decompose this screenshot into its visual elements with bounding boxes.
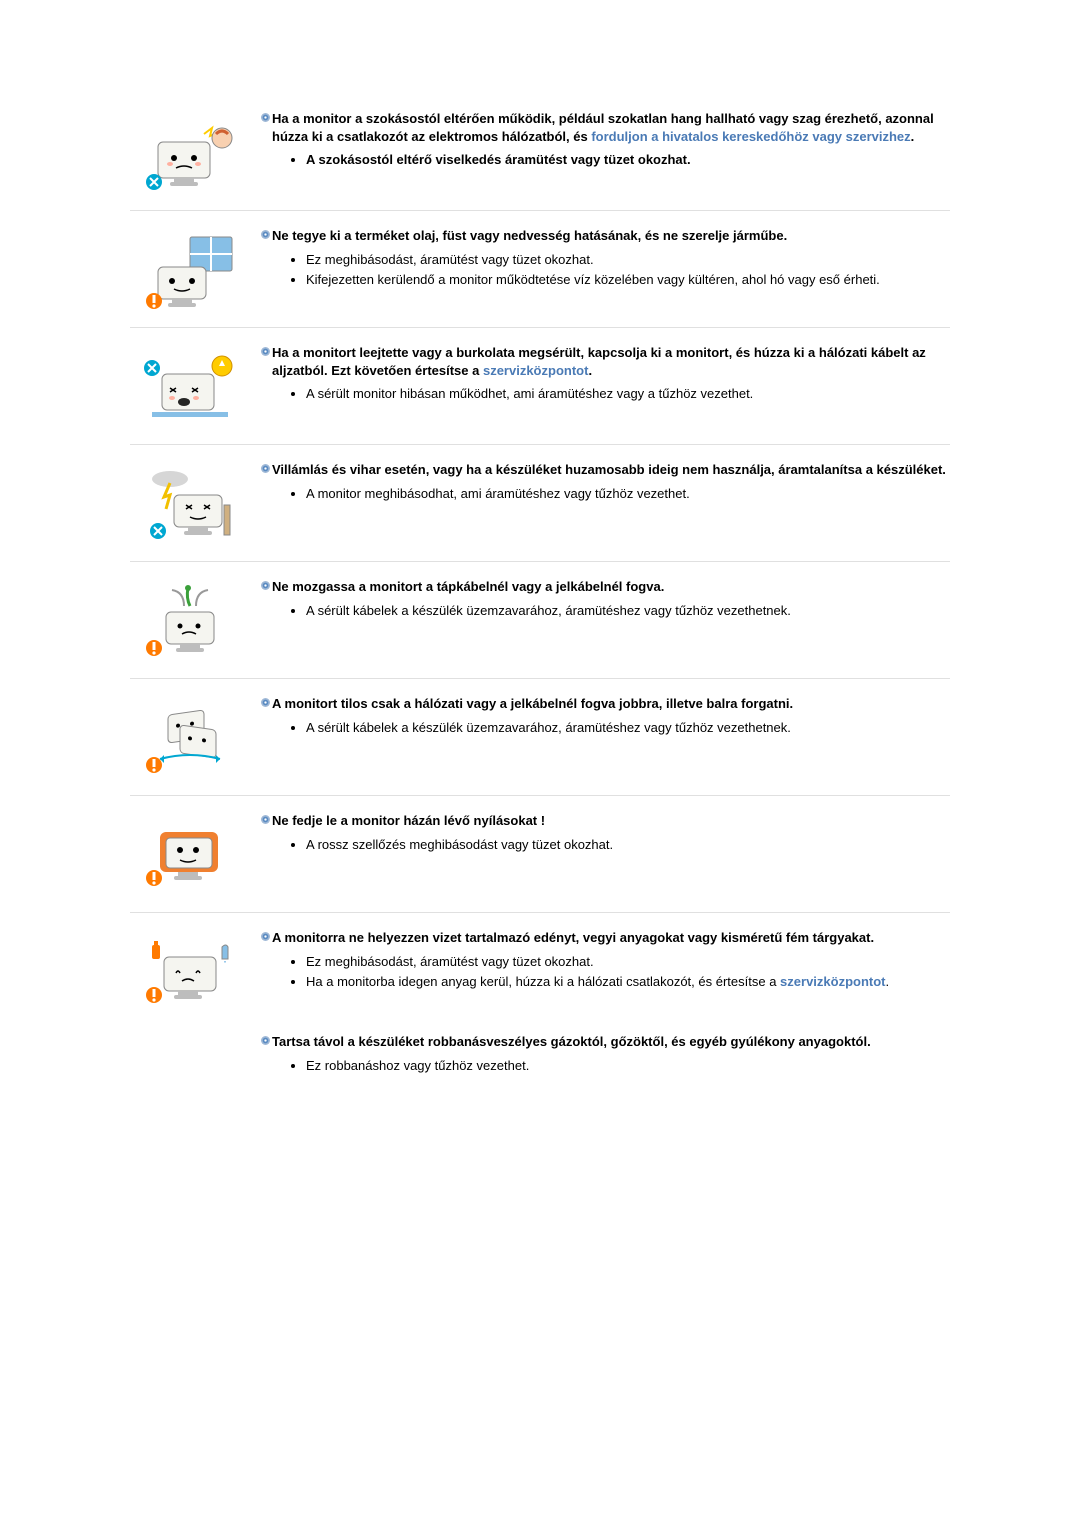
heading-row: Ne fedje le a monitor házán lévő nyíláso…	[258, 812, 950, 830]
illustration-rotate	[130, 695, 250, 779]
heading-text: A monitorra ne helyezzen vizet tartalmaz…	[272, 929, 950, 947]
page: Ha a monitor a szokásostól eltérően műkö…	[130, 0, 950, 1147]
service-link[interactable]: szervizközpontot	[483, 363, 588, 378]
illustration-storm	[130, 461, 250, 545]
heading-text: Ha a monitort leejtette vagy a burkolata…	[272, 344, 950, 379]
heading-text: Ne tegye ki a terméket olaj, füst vagy n…	[272, 227, 950, 245]
service-link[interactable]: szervizközpontot	[780, 974, 885, 989]
bullet-icon	[258, 1033, 272, 1045]
heading-row: Ha a monitor a szokásostól eltérően műkö…	[258, 110, 950, 145]
bullet-list: A rossz szellőzés meghibásodást vagy tüz…	[258, 836, 950, 854]
bullet-icon	[258, 227, 272, 239]
illustration-water	[130, 929, 250, 1013]
service-link[interactable]: forduljon a hivatalos kereskedőhöz vagy …	[591, 129, 910, 144]
heading-row: Villámlás és vihar esetén, vagy ha a kés…	[258, 461, 950, 479]
heading-text: Ha a monitor a szokásostól eltérően műkö…	[272, 110, 950, 145]
heading-text: Tartsa távol a készüléket robbanásveszél…	[272, 1033, 950, 1051]
list-item: Ez robbanáshoz vagy tűzhöz vezethet.	[306, 1057, 950, 1075]
heading-text: A monitort tilos csak a hálózati vagy a …	[272, 695, 950, 713]
list-item: A rossz szellőzés meghibásodást vagy tüz…	[306, 836, 950, 854]
divider	[130, 795, 950, 796]
list-item: A sérült kábelek a készülék üzemzavaráho…	[306, 602, 950, 620]
content-cable-carry: Ne mozgassa a monitort a tápkábelnél vag…	[250, 578, 950, 622]
bullet-list: A sérült kábelek a készülék üzemzavaráho…	[258, 602, 950, 620]
list-item: A sérült monitor hibásan működhet, ami á…	[306, 385, 950, 403]
bullet-list: Ez meghibásodást, áramütést vagy tüzet o…	[258, 953, 950, 991]
heading-row: Ha a monitort leejtette vagy a burkolata…	[258, 344, 950, 379]
list-item: Ha a monitorba idegen anyag kerül, húzza…	[306, 973, 950, 991]
heading-text: Ne fedje le a monitor házán lévő nyíláso…	[272, 812, 950, 830]
divider	[130, 561, 950, 562]
bullet-post: .	[886, 974, 890, 989]
bullet-list: A monitor meghibásodhat, ami áramütéshez…	[258, 485, 950, 503]
bullet-icon	[258, 695, 272, 707]
bullet-list: A sérült monitor hibásan működhet, ami á…	[258, 385, 950, 403]
content-water: A monitorra ne helyezzen vizet tartalmaz…	[250, 929, 950, 993]
section-oil: Ne tegye ki a terméket olaj, füst vagy n…	[130, 217, 950, 321]
bullet-icon	[258, 461, 272, 473]
section-flammable: Tartsa távol a készüléket robbanásveszél…	[130, 1023, 950, 1087]
content-dropped: Ha a monitort leejtette vagy a burkolata…	[250, 344, 950, 405]
divider	[130, 327, 950, 328]
divider	[130, 444, 950, 445]
heading-text: Villámlás és vihar esetén, vagy ha a kés…	[272, 461, 950, 479]
section-storm: Villámlás és vihar esetén, vagy ha a kés…	[130, 451, 950, 555]
section-dropped: Ha a monitort leejtette vagy a burkolata…	[130, 334, 950, 438]
illustration-vent	[130, 812, 250, 896]
section-unusual: Ha a monitor a szokásostól eltérően műkö…	[130, 100, 950, 204]
list-item: Ez meghibásodást, áramütést vagy tüzet o…	[306, 251, 950, 269]
heading-post: .	[588, 363, 592, 378]
bullet-icon	[258, 344, 272, 356]
illustration-dropped	[130, 344, 250, 428]
bullet-list: A szokásostól eltérő viselkedés áramütés…	[258, 151, 950, 169]
bullet-list: Ez meghibásodást, áramütést vagy tüzet o…	[258, 251, 950, 289]
heading-pre: Ha a monitort leejtette vagy a burkolata…	[272, 345, 926, 378]
heading-row: Ne tegye ki a terméket olaj, füst vagy n…	[258, 227, 950, 245]
divider	[130, 912, 950, 913]
divider	[130, 678, 950, 679]
bullet-icon	[258, 812, 272, 824]
section-cable-carry: Ne mozgassa a monitort a tápkábelnél vag…	[130, 568, 950, 672]
section-rotate: A monitort tilos csak a hálózati vagy a …	[130, 685, 950, 789]
divider	[130, 210, 950, 211]
heading-post: .	[911, 129, 915, 144]
bullet-list: A sérült kábelek a készülék üzemzavaráho…	[258, 719, 950, 737]
content-storm: Villámlás és vihar esetén, vagy ha a kés…	[250, 461, 950, 505]
illustration-unusual	[130, 110, 250, 194]
heading-row: A monitort tilos csak a hálózati vagy a …	[258, 695, 950, 713]
illustration-oil	[130, 227, 250, 311]
illustration-cable-carry	[130, 578, 250, 662]
list-item: Ez meghibásodást, áramütést vagy tüzet o…	[306, 953, 950, 971]
bullet-list: Ez robbanáshoz vagy tűzhöz vezethet.	[258, 1057, 950, 1075]
bullet-pre: Ha a monitorba idegen anyag kerül, húzza…	[306, 974, 780, 989]
bullet-icon	[258, 578, 272, 590]
section-water: A monitorra ne helyezzen vizet tartalmaz…	[130, 919, 950, 1023]
bullet-icon	[258, 110, 272, 122]
heading-row: Tartsa távol a készüléket robbanásveszél…	[258, 1033, 950, 1051]
heading-text: Ne mozgassa a monitort a tápkábelnél vag…	[272, 578, 950, 596]
list-item: A monitor meghibásodhat, ami áramütéshez…	[306, 485, 950, 503]
list-item: Kifejezetten kerülendő a monitor működte…	[306, 271, 950, 289]
content-vent: Ne fedje le a monitor házán lévő nyíláso…	[250, 812, 950, 856]
content-flammable: Tartsa távol a készüléket robbanásveszél…	[250, 1033, 950, 1077]
heading-row: Ne mozgassa a monitort a tápkábelnél vag…	[258, 578, 950, 596]
content-unusual: Ha a monitor a szokásostól eltérően műkö…	[250, 110, 950, 171]
content-rotate: A monitort tilos csak a hálózati vagy a …	[250, 695, 950, 739]
section-vent: Ne fedje le a monitor házán lévő nyíláso…	[130, 802, 950, 906]
content-oil: Ne tegye ki a terméket olaj, füst vagy n…	[250, 227, 950, 291]
bullet-icon	[258, 929, 272, 941]
list-item: A sérült kábelek a készülék üzemzavaráho…	[306, 719, 950, 737]
heading-row: A monitorra ne helyezzen vizet tartalmaz…	[258, 929, 950, 947]
list-item: A szokásostól eltérő viselkedés áramütés…	[306, 151, 950, 169]
